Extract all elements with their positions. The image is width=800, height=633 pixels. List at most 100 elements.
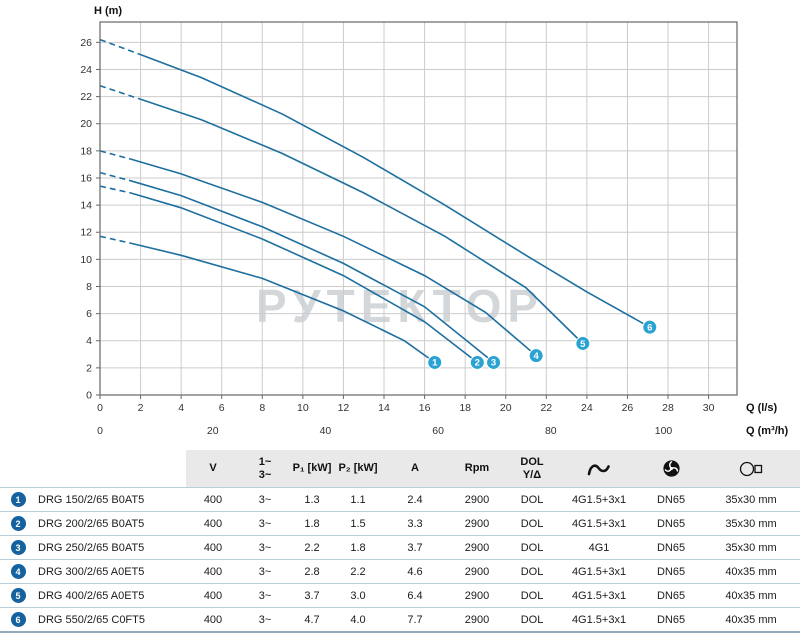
x-tick-label: 4 [178,402,184,414]
table-row: 3 DRG 250/2/65 B0AT5 400 3~ 2.2 1.8 3.7 2900 DOL… [0,535,800,559]
cell-start-mode: DOL [520,565,544,578]
header-amps: A [411,462,419,475]
y-tick-label: 6 [86,308,92,320]
y-tick-label: 16 [80,172,92,184]
x2-tick-label: 80 [545,425,557,437]
y-tick-label: 22 [80,91,92,103]
row-number-cell: 5 [0,588,36,603]
cell-phase: 3~ [258,613,272,626]
row-number-badge: 1 [10,492,26,507]
y-tick-label: 20 [80,118,92,130]
header-start-mode: DOL Y/Δ [506,456,558,481]
cell-rpm: 2900 [464,541,490,554]
cell-start-mode: DOL [520,541,544,554]
table-row: 1 DRG 150/2/65 B0AT5 400 3~ 1.3 1.1 2.4 2900 DOL… [0,487,800,511]
curve-marker-label: 5 [580,339,586,350]
header-p1: P₁ [kW] [292,462,332,475]
row-number-cell: 6 [0,612,36,627]
pump-curve-5 [140,98,584,345]
x-tick-label: 10 [297,402,309,414]
header-phase-line1: 1~ [258,455,272,468]
header-dol-line2: Y/Δ [522,468,542,481]
cell-outlet-dn: DN65 [656,517,686,530]
row-number-cell: 2 [0,516,36,531]
curve-marker-4 [528,348,544,364]
cell-start-mode: DOL [520,589,544,602]
x-tick-label: 24 [581,402,593,414]
curve-marker-1 [427,354,443,370]
pump-curve-1 [130,242,436,364]
y-axis-title: H (m) [94,5,122,17]
cell-phase: 3~ [258,517,272,530]
x-tick-label: 18 [459,402,471,414]
pump-curve-6-dashed [99,38,141,56]
cell-model: DRG 200/2/65 B0AT5 [38,517,145,530]
curve-marker-3 [486,354,502,370]
y-tick-label: 0 [86,390,92,402]
cell-model: DRG 400/2/65 A0ET5 [38,589,145,602]
row-number-badge: 2 [10,516,26,531]
y-tick-label: 2 [86,362,92,374]
cell-outlet-dn: DN65 [656,541,686,554]
header-voltage: V [209,462,217,475]
spec-table-body: 1 DRG 150/2/65 B0AT5 400 3~ 1.3 1.1 2.4 2900 DOL… [0,487,800,631]
cell-outlet-size: 40x35 mm [725,613,777,626]
cell-p1: 2.8 [304,565,320,578]
curve-marker-2 [469,354,485,370]
cell-cable: 4G1.5+3x1 [571,517,627,530]
y-tick-label: 18 [80,145,92,157]
x-tick-label: 14 [378,402,390,414]
cell-p2: 1.5 [350,517,366,530]
row-number-badge: 5 [10,588,26,603]
cell-rpm: 2900 [464,517,490,530]
curve-marker-6 [642,319,658,335]
cell-v: 400 [203,613,223,626]
cell-start-mode: DOL [520,613,544,626]
y-tick-label: 4 [86,335,92,347]
x-tick-label: 16 [419,402,431,414]
cell-cable: 4G1.5+3x1 [571,589,627,602]
cell-model: DRG 300/2/65 A0ET5 [38,565,145,578]
cell-model: DRG 550/2/65 C0FT5 [38,613,145,626]
header-p2: P₂ [kW] [338,462,378,475]
header-phase: 1~ 3~ [240,456,290,481]
cell-outlet-dn: DN65 [656,565,686,578]
impeller-icon [640,459,702,478]
cell-model: DRG 150/2/65 B0AT5 [38,493,145,506]
spec-table-header: V 1~ 3~ P₁ [kW] P₂ [kW] A Rpm DOL Y/Δ [0,450,800,487]
header-rpm: Rpm [464,462,490,475]
table-row: 6 DRG 550/2/65 C0FT5 400 3~ 4.7 4.0 7.7 2900 DOL… [0,607,800,631]
x2-axis-title: Q (m³/h) [746,425,788,437]
cell-p1: 3.7 [304,589,320,602]
row-number-cell: 3 [0,540,36,555]
pump-curve-4-dashed [99,150,131,160]
cell-outlet-dn: DN65 [656,613,686,626]
table-row: 4 DRG 300/2/65 A0ET5 400 3~ 2.8 2.2 4.6 2900 DOL… [0,559,800,583]
x-tick-label: 12 [338,402,350,414]
curve-marker-label: 3 [491,358,496,369]
cell-v: 400 [203,589,223,602]
x2-tick-label: 0 [97,425,103,437]
cable-icon [558,460,640,478]
cell-p2: 1.8 [350,541,366,554]
cell-rpm: 2900 [464,565,490,578]
cell-outlet-size: 40x35 mm [725,565,777,578]
cell-rpm: 2900 [464,589,490,602]
x-tick-label: 28 [662,402,674,414]
pump-curve-6 [140,53,651,328]
x2-tick-label: 100 [655,425,673,437]
cell-amps: 6.4 [407,589,423,602]
cell-p1: 4.7 [304,613,320,626]
header-phase-line2: 3~ [258,468,272,481]
cell-phase: 3~ [258,541,272,554]
pump-curve-3-dashed [99,171,131,182]
pump-curve-4 [130,158,537,357]
cell-amps: 3.7 [407,541,423,554]
cell-p1: 1.3 [304,493,320,506]
cell-rpm: 2900 [464,493,490,506]
pump-curve-2 [130,192,478,364]
x-tick-label: 0 [97,402,103,414]
cell-phase: 3~ [258,565,272,578]
x2-tick-label: 20 [207,425,219,437]
